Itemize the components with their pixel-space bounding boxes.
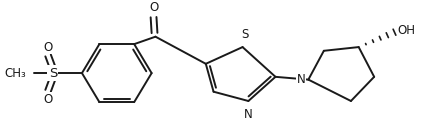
Text: S: S [241,28,248,41]
Text: O: O [149,1,158,14]
Text: N: N [244,107,253,120]
Text: OH: OH [398,24,415,37]
Text: O: O [43,93,53,106]
Text: O: O [43,41,53,54]
Text: S: S [49,67,57,80]
Text: N: N [297,73,306,86]
Text: CH₃: CH₃ [4,67,26,80]
